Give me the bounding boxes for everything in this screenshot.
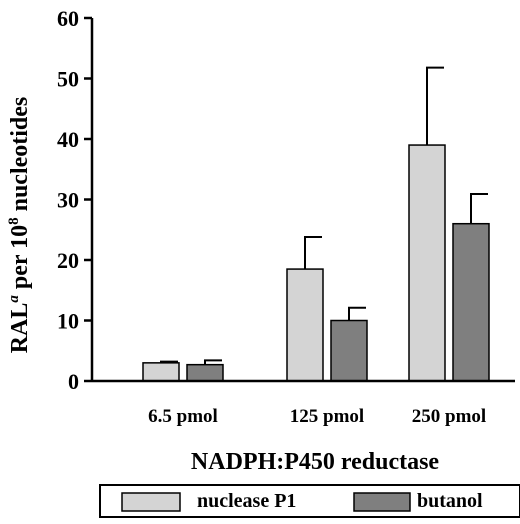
axes-layer: 0 10 20 30 40 50 60 6.5 pmol 125 pmol 250 pmol <box>57 6 515 427</box>
legend-swatch-nuclease-p1 <box>121 492 181 512</box>
bar-butanol <box>452 222 490 382</box>
x-tick-label: 125 pmol <box>290 406 364 427</box>
bar-nuclease-p1 <box>142 362 180 382</box>
y-tick-label: 30 <box>57 188 79 213</box>
y-tick-label: 10 <box>57 309 79 334</box>
x-tick-label: 6.5 pmol <box>148 406 218 427</box>
y-axis-title: RALa per 108 nucleotides <box>6 97 33 354</box>
bar-nuclease-p1 <box>408 144 446 382</box>
bar-butanol <box>330 319 368 382</box>
y-tick-label: 40 <box>57 127 79 152</box>
y-tick-label: 0 <box>68 369 79 394</box>
x-axis-title: NADPH:P450 reductase <box>191 449 440 475</box>
y-tick-label: 20 <box>57 248 79 273</box>
legend-label-nuclease-p1: nuclease P1 <box>197 490 296 512</box>
bars-layer <box>142 144 490 382</box>
legend-frame <box>99 484 520 518</box>
y-tick-label: 50 <box>57 67 79 92</box>
error-bars-layer <box>160 66 488 365</box>
legend-label-butanol: butanol <box>417 490 483 512</box>
y-axis-title-middle-sup: 8 <box>6 217 22 225</box>
y-axis-title-middle: per 10 <box>7 225 33 295</box>
y-axis-title-prefix-sup: a <box>6 295 22 303</box>
legend-swatch-butanol <box>353 492 411 512</box>
y-axis-title-suffix: nucleotides <box>7 97 33 218</box>
x-tick-label: 250 pmol <box>412 406 486 427</box>
legend: nuclease P1 butanol <box>99 484 520 518</box>
y-tick-label: 60 <box>57 6 79 31</box>
y-axis-title-prefix: RAL <box>7 303 33 354</box>
bar-nuclease-p1 <box>286 268 324 382</box>
bar-butanol <box>186 363 224 382</box>
